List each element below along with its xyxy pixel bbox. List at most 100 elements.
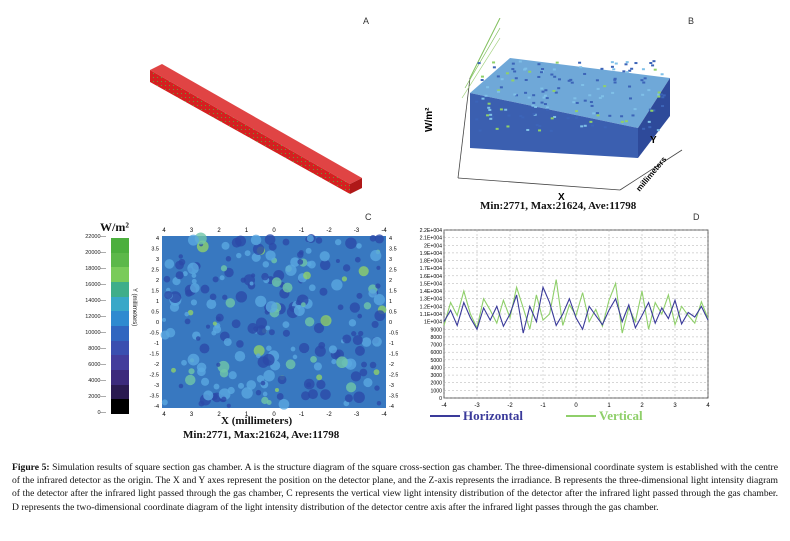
heatmap-cell (244, 250, 251, 257)
surface-3d-plot: W/m² Y millimeters X (424, 18, 683, 203)
heatmap-cell (336, 356, 348, 369)
surface-cell (538, 125, 542, 128)
colorbar-tick: 18000— (85, 266, 106, 272)
panel-b-letter: B (688, 16, 695, 26)
heatmap-cell (292, 354, 298, 360)
c-xtick-top: -3 (354, 228, 360, 234)
surface-cell (545, 108, 549, 111)
heatmap-cell (190, 299, 198, 306)
heatmap-cell (212, 276, 219, 283)
surface-cell (541, 67, 545, 70)
surface-cell (524, 78, 528, 81)
heatmap-cell (298, 342, 310, 354)
heatmap-cell (203, 390, 214, 401)
heatmap-cell (271, 277, 282, 287)
heatmap-cell (255, 389, 262, 396)
surface-cell (543, 103, 547, 106)
heatmap-cell (313, 362, 322, 371)
surface-cell (583, 99, 587, 102)
heatmap-cell (250, 234, 262, 246)
c-xtick-top: -1 (299, 228, 305, 234)
heatmap-cell (296, 294, 309, 307)
c-ytick-left: 2 (156, 278, 159, 284)
surface-cell (622, 70, 626, 73)
colorbar-segment (111, 311, 129, 326)
heatmap-cell (175, 271, 184, 280)
surface-cell (643, 77, 647, 80)
surface-cell (628, 97, 632, 100)
heatmap-cell (316, 379, 326, 390)
panel-c-letter: C (365, 212, 372, 222)
surface-cell (519, 115, 523, 118)
heatmap-cell (357, 313, 363, 319)
d-ytick: 1.3E+004 (420, 297, 442, 303)
b-ylabel: Y (650, 135, 657, 146)
heatmap-cell (226, 403, 231, 408)
surface-cell (651, 64, 655, 67)
heatmap-cell (200, 377, 210, 386)
heatmap-cell (219, 369, 229, 378)
surface-cell (633, 108, 637, 111)
surface-cell (647, 89, 651, 92)
surface-cell (553, 115, 557, 118)
c-ytick-left: 1.5 (151, 289, 159, 295)
c-xtick-top: -2 (326, 228, 332, 234)
surface-cell (477, 62, 481, 65)
surface-cell (544, 89, 548, 92)
heatmap-cell (221, 396, 227, 403)
heatmap-cell (349, 302, 361, 313)
heatmap-cell (369, 361, 377, 369)
surface-cell (489, 113, 493, 116)
surface-cell (553, 75, 557, 78)
colorbar-tick: 0— (97, 410, 106, 416)
surface-cell (554, 91, 558, 94)
surface-cell (549, 129, 553, 132)
heatmap-cell (219, 275, 225, 281)
heatmap-cell (162, 317, 167, 322)
surface-cell (589, 120, 593, 123)
heatmap-cell (236, 252, 242, 259)
surface-cell (486, 86, 490, 89)
b-ylabel2: millimeters (634, 155, 668, 194)
surface-cell (592, 112, 596, 115)
d-xtick: 2 (640, 403, 644, 409)
surface-cell (524, 91, 528, 94)
heatmap-cell (358, 266, 369, 277)
surface-cell (532, 101, 536, 104)
d-ytick: 1.7E+004 (420, 266, 442, 272)
surface-cell (552, 68, 556, 71)
heatmap-cell (164, 259, 175, 269)
heatmap-cell (221, 241, 230, 250)
surface-cell (657, 95, 661, 98)
heatmap-cell (342, 334, 352, 344)
c-ytick-left: 4 (156, 236, 159, 242)
heatmap-cell (278, 398, 290, 410)
heatmap-cell (306, 382, 312, 388)
surface-cell (481, 97, 485, 100)
c-stats: Min:2771, Max:21624, Ave:11798 (183, 429, 340, 441)
line-chart: 2.2E+0042.1E+0042E+0041.9E+0041.8E+0041.… (420, 228, 711, 409)
d-ytick: 7000 (430, 343, 442, 349)
heatmap-cell (306, 261, 312, 267)
heatmap-cell (224, 267, 234, 278)
heatmap-cell (231, 319, 241, 329)
heatmap-cell (265, 301, 278, 313)
heatmap-cell (223, 338, 232, 347)
heatmap-cell (373, 369, 380, 376)
heatmap-cell (235, 235, 247, 247)
d-ytick: 5000 (430, 358, 442, 364)
d-xtick: -4 (441, 403, 447, 409)
colorbar-segment (111, 340, 129, 356)
heatmap-cell (178, 383, 184, 389)
b-xlabel: X (558, 192, 565, 203)
c-ytick-left: 0.5 (151, 310, 159, 316)
heatmap-cell (371, 320, 379, 328)
heatmap-cell (205, 324, 211, 329)
surface-cell (550, 73, 554, 76)
heatmap-cell (255, 317, 268, 329)
surface-cell (567, 79, 571, 82)
surface-cell (475, 100, 479, 103)
d-ytick: 1.9E+004 (420, 251, 442, 257)
heatmap-cell (313, 322, 325, 334)
heatmap-cell (352, 335, 363, 346)
